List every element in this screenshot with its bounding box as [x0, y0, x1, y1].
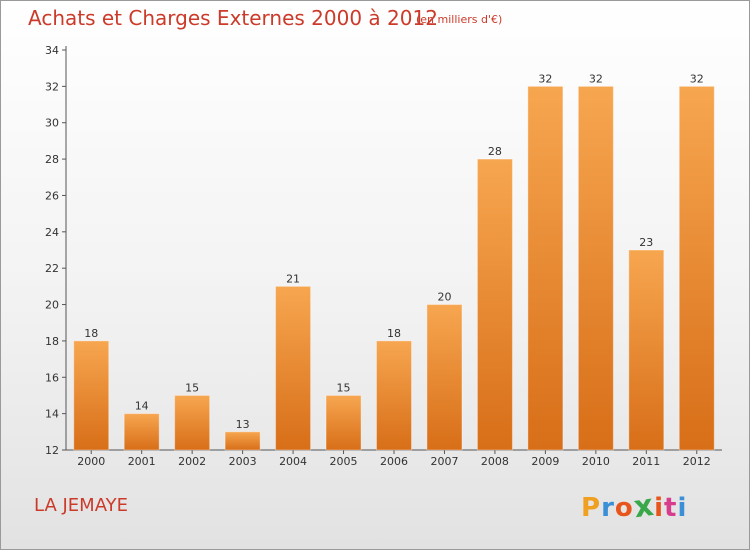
y-tick-label: 24 [45, 226, 59, 239]
proxiti-logo[interactable]: Proxiti [581, 487, 688, 526]
x-tick-label: 2004 [279, 455, 307, 468]
logo-letter: i [677, 493, 688, 523]
bar-edge [577, 85, 614, 451]
y-tick-label: 22 [45, 262, 59, 275]
bar-2008 [477, 159, 513, 450]
x-tick-label: 2008 [481, 455, 509, 468]
x-tick-label: 2009 [531, 455, 559, 468]
data-label: 13 [236, 418, 250, 431]
bar-2007 [426, 304, 462, 450]
data-label: 18 [84, 327, 98, 340]
bar-edge [678, 85, 715, 451]
y-tick-label: 18 [45, 335, 59, 348]
bar-2011 [628, 250, 664, 450]
bar-2002 [174, 395, 210, 450]
data-label: 20 [437, 291, 451, 304]
y-tick-label: 34 [45, 44, 59, 57]
bar-2001 [124, 413, 160, 450]
x-tick-label: 2003 [229, 455, 257, 468]
bar-2006 [376, 340, 412, 450]
logo-letter: i [654, 493, 665, 523]
chart-subtitle: (en milliers d'€) [416, 13, 503, 26]
bar-edge [174, 394, 211, 451]
data-label: 14 [135, 400, 149, 413]
logo-letter: t [664, 493, 678, 523]
y-tick-label: 28 [45, 153, 59, 166]
bar-edge [73, 340, 110, 451]
bar-edge [527, 85, 564, 451]
logo-letter: x [631, 487, 657, 526]
bar-edge [426, 304, 463, 451]
y-tick-label: 30 [45, 117, 59, 130]
logo-letter: r [601, 493, 615, 523]
y-tick-label: 32 [45, 80, 59, 93]
chart-title: Achats et Charges Externes 2000 à 2012 [28, 6, 438, 30]
x-tick-label: 2000 [77, 455, 105, 468]
data-label: 32 [538, 72, 552, 85]
y-tick-label: 20 [45, 299, 59, 312]
bar-2000 [73, 340, 109, 450]
data-label: 15 [337, 381, 351, 394]
bar-edge [376, 340, 412, 451]
bar-edge [224, 431, 261, 451]
bar-2012 [679, 86, 715, 450]
bar-2004 [275, 286, 311, 450]
x-tick-label: 2006 [380, 455, 408, 468]
data-label: 28 [488, 145, 502, 158]
x-tick-label: 2002 [178, 455, 206, 468]
x-tick-label: 2012 [683, 455, 711, 468]
x-tick-label: 2007 [430, 455, 458, 468]
data-label: 21 [286, 272, 300, 285]
logo-letter: P [581, 493, 602, 523]
x-tick-label: 2001 [128, 455, 156, 468]
data-label: 15 [185, 381, 199, 394]
x-tick-label: 2005 [330, 455, 358, 468]
y-tick-label: 14 [45, 408, 59, 421]
y-tick-label: 12 [45, 444, 59, 457]
bar-2009 [527, 86, 563, 450]
bar-edge [628, 249, 665, 451]
x-tick-label: 2011 [632, 455, 660, 468]
x-tick-label: 2010 [582, 455, 610, 468]
commune-name: LA JEMAYE [34, 495, 128, 516]
bar-edge [476, 158, 513, 451]
bar-edge [123, 413, 160, 451]
data-label: 32 [589, 72, 603, 85]
y-tick-label: 26 [45, 189, 59, 202]
logo-letter: o [614, 493, 634, 523]
data-label: 32 [690, 72, 704, 85]
bar-2005 [326, 395, 362, 450]
bar-edge [325, 394, 362, 451]
data-label: 23 [639, 236, 653, 249]
y-tick-label: 16 [45, 371, 59, 384]
bar-2003 [225, 431, 261, 450]
bar-edge [275, 285, 312, 451]
bar-2010 [578, 86, 614, 450]
data-label: 18 [387, 327, 401, 340]
